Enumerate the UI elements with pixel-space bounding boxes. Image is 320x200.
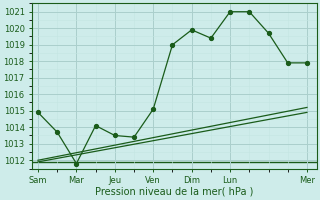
X-axis label: Pression niveau de la mer( hPa ): Pression niveau de la mer( hPa ): [95, 187, 253, 197]
